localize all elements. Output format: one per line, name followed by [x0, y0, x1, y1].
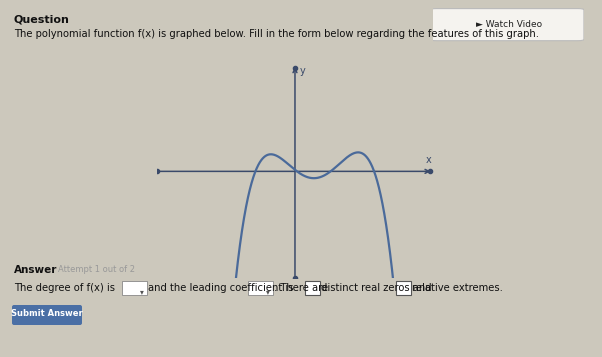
Text: . There are: . There are — [274, 283, 328, 293]
Text: ▾: ▾ — [266, 287, 270, 296]
Text: Answer: Answer — [14, 265, 57, 275]
Text: The degree of f(x) is: The degree of f(x) is — [14, 283, 115, 293]
FancyBboxPatch shape — [122, 281, 146, 295]
FancyBboxPatch shape — [12, 305, 82, 325]
Text: x: x — [426, 155, 432, 165]
Text: y: y — [300, 66, 305, 76]
FancyBboxPatch shape — [430, 9, 584, 41]
FancyBboxPatch shape — [305, 281, 320, 295]
Text: ▾: ▾ — [140, 287, 144, 296]
Text: and the leading coefficient is: and the leading coefficient is — [148, 283, 294, 293]
Text: Question: Question — [14, 15, 70, 25]
FancyBboxPatch shape — [247, 281, 273, 295]
FancyBboxPatch shape — [396, 281, 411, 295]
Text: relative extremes.: relative extremes. — [412, 283, 503, 293]
Text: Attempt 1 out of 2: Attempt 1 out of 2 — [58, 265, 135, 274]
Text: Submit Answer: Submit Answer — [11, 310, 83, 318]
Text: distinct real zeros and: distinct real zeros and — [321, 283, 432, 293]
Text: ► Watch Video: ► Watch Video — [476, 20, 542, 29]
Text: The polynomial function f(x) is graphed below. Fill in the form below regarding : The polynomial function f(x) is graphed … — [14, 29, 539, 39]
